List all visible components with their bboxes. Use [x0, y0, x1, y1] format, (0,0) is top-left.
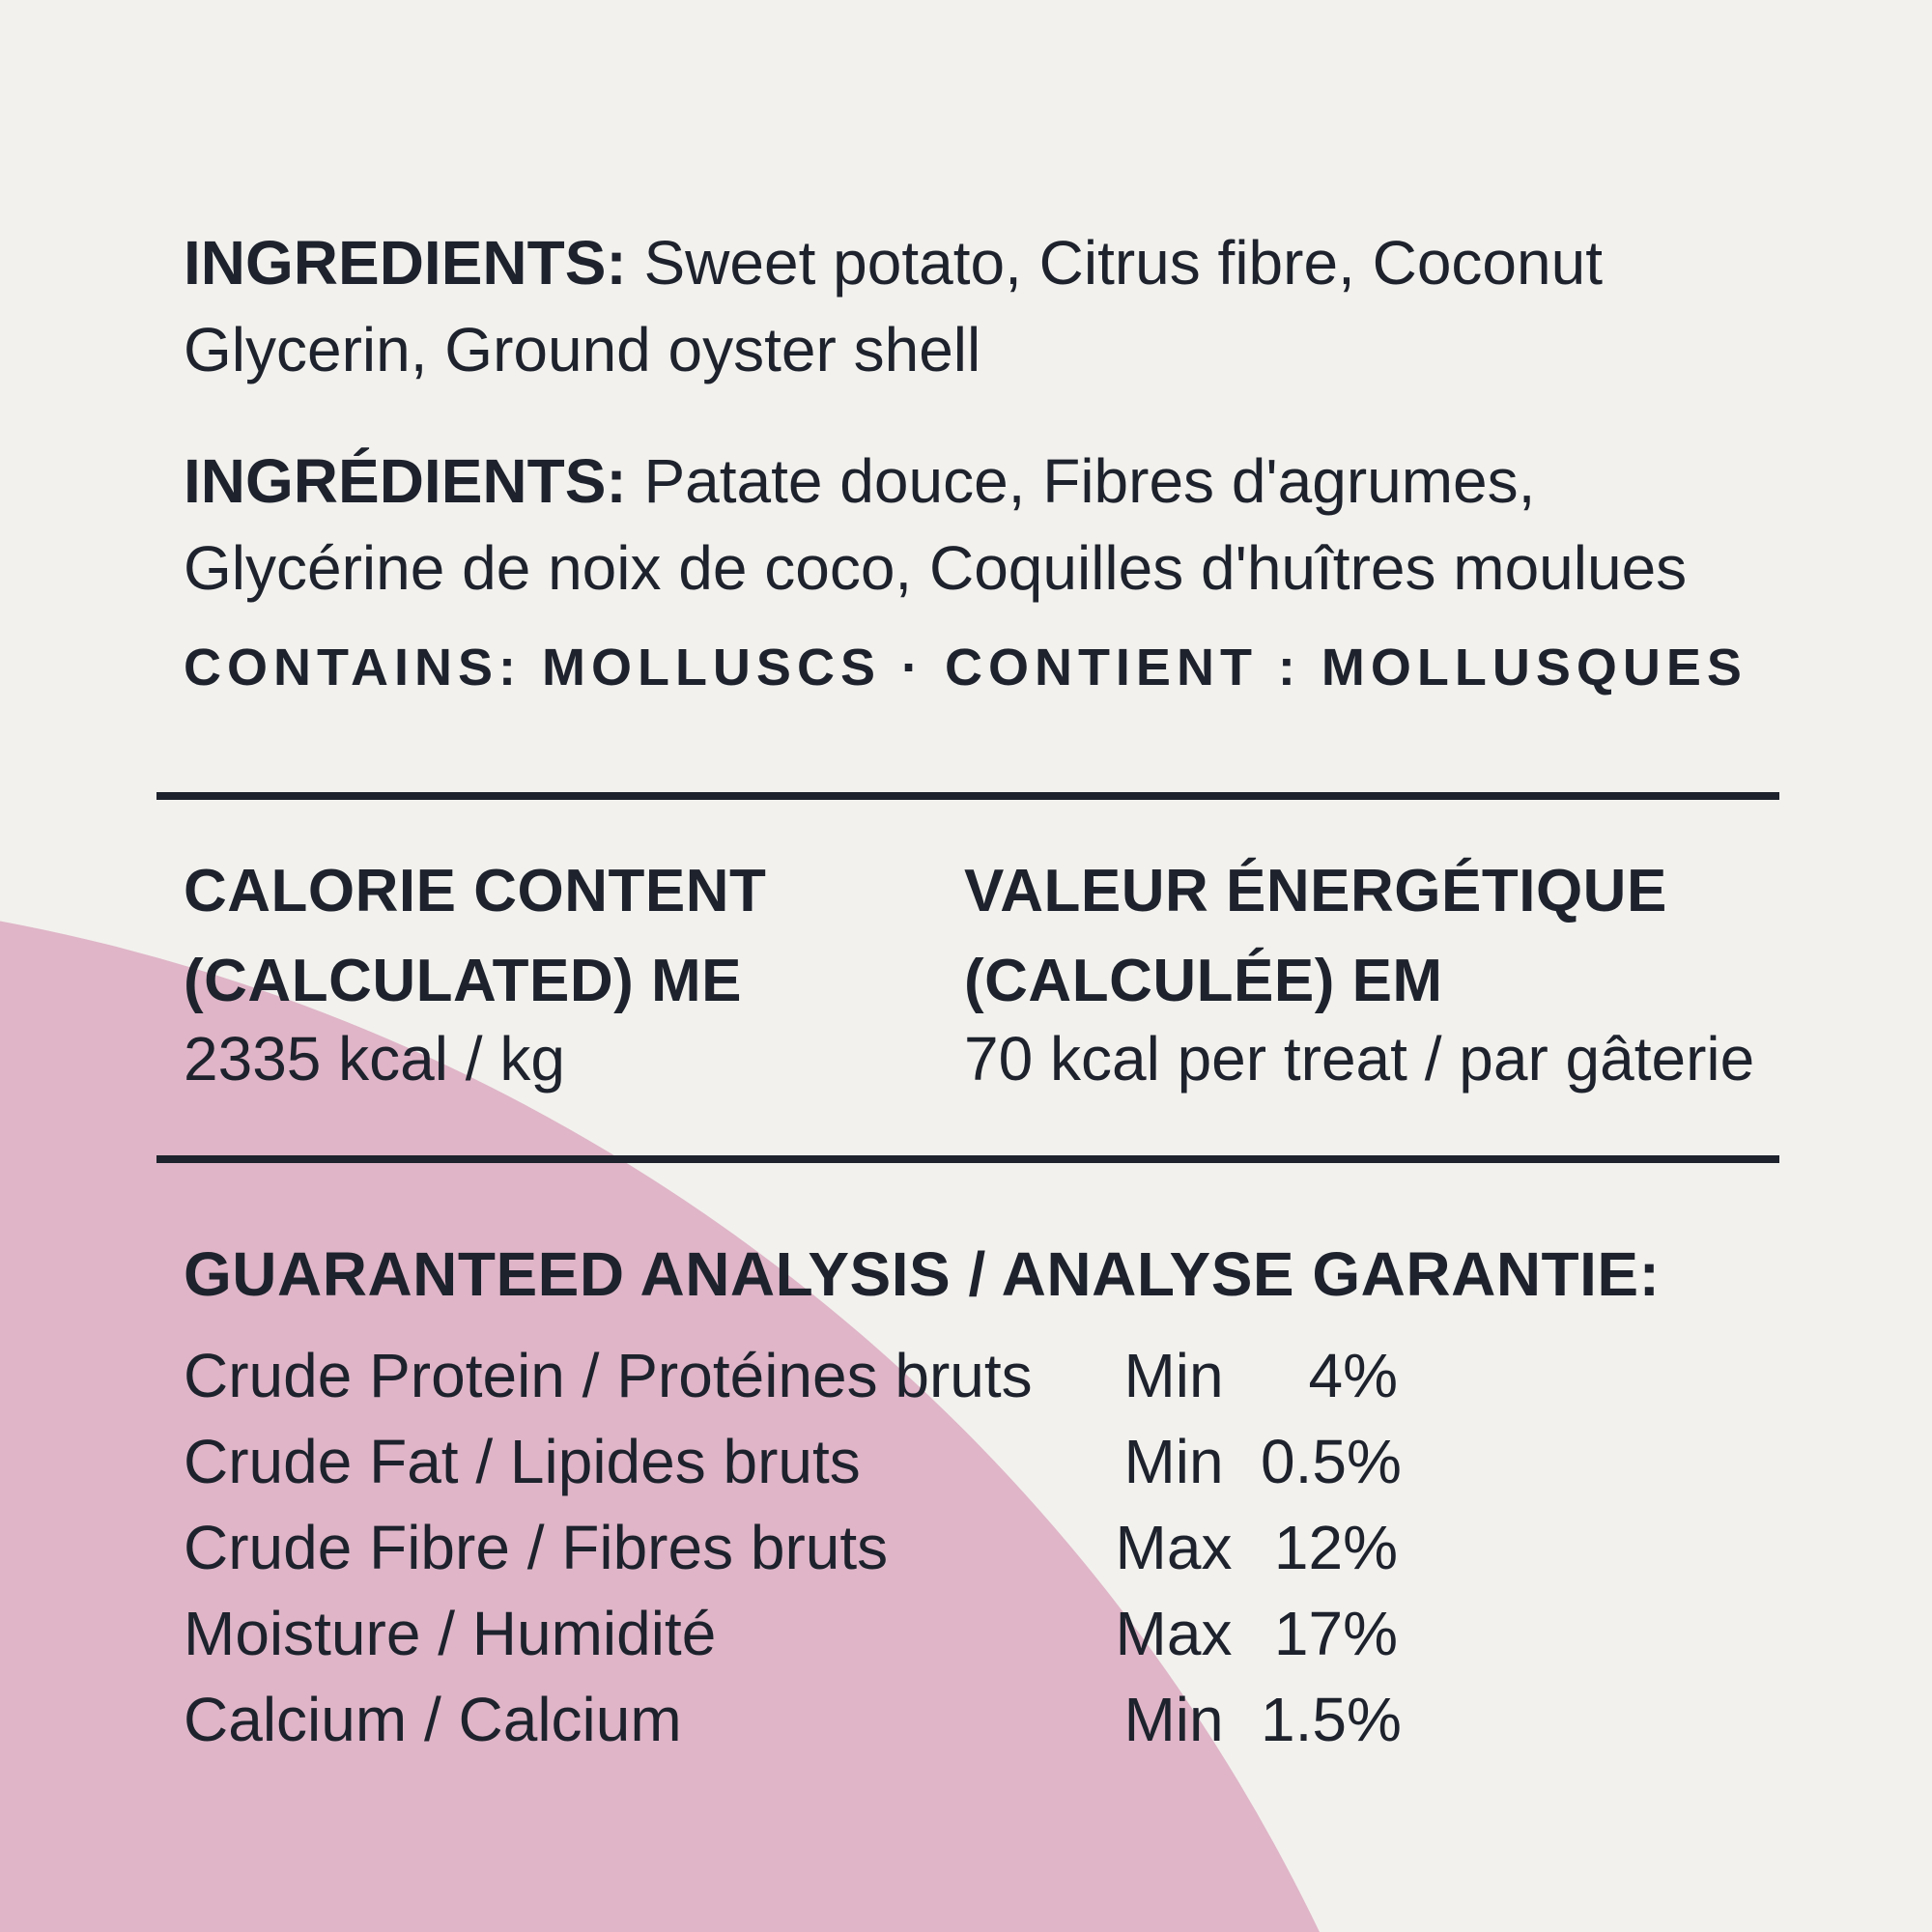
calorie-header-fr-line1: VALEUR ÉNERGÉTIQUE	[964, 858, 1667, 924]
ingredients-fr-line2: Glycérine de noix de coco, Coquilles d'h…	[184, 533, 1688, 603]
row-value: 1.5%	[1261, 1685, 1402, 1754]
ingredients-en-line2: Glycerin, Ground oyster shell	[184, 315, 981, 384]
table-row: Crude Fibre / Fibres bruts Max 12%	[184, 1505, 1398, 1591]
ingredients-en-line1-text: Sweet potato, Citrus fibre, Coconut	[626, 228, 1603, 298]
calorie-value-en: 2335 kcal / kg	[184, 1024, 565, 1094]
allergen-statement: CONTAINS: MOLLUSCS · CONTIENT : MOLLUSQU…	[184, 639, 1747, 696]
row-label: Moisture / Humidité	[184, 1599, 717, 1668]
row-qualifier: Min	[1123, 1427, 1224, 1496]
calorie-value-fr: 70 kcal per treat / par gâterie	[964, 1024, 1755, 1094]
table-row: Calcium / Calcium Min 1.5%	[184, 1677, 1402, 1763]
calorie-header-en-line2: (CALCULATED) ME	[184, 948, 743, 1014]
table-row: Crude Protein / Protéines bruts Min 4%	[184, 1333, 1398, 1419]
ingredients-fr-label: INGRÉDIENTS:	[184, 446, 627, 516]
divider-top	[156, 792, 1779, 800]
ingredients-fr-line1-text: Patate douce, Fibres d'agrumes,	[626, 446, 1536, 516]
calorie-header-en-line1: CALORIE CONTENT	[184, 858, 767, 924]
divider-bottom	[156, 1155, 1779, 1163]
calorie-header-en: CALORIE CONTENT (CALCULATED) ME	[184, 846, 766, 1026]
row-value: 4%	[1308, 1341, 1399, 1410]
row-qualifier: Max	[1115, 1513, 1233, 1582]
table-row: Crude Fat / Lipides bruts Min 0.5%	[184, 1419, 1402, 1505]
ingredients-en: INGREDIENTS: Sweet potato, Citrus fibre,…	[184, 219, 1603, 393]
table-row: Moisture / Humidité Max 17%	[184, 1591, 1398, 1677]
row-qualifier: Min	[1123, 1341, 1224, 1410]
ingredients-fr: INGRÉDIENTS: Patate douce, Fibres d'agru…	[184, 438, 1687, 611]
row-value: 0.5%	[1261, 1427, 1402, 1496]
row-value: 12%	[1273, 1513, 1398, 1582]
guaranteed-analysis-heading: GUARANTEED ANALYSIS / ANALYSE GARANTIE:	[184, 1239, 1661, 1309]
calorie-header-fr-line2: (CALCULÉE) EM	[964, 948, 1443, 1014]
ingredients-en-label: INGREDIENTS:	[184, 228, 627, 298]
ingredients-en-line1: INGREDIENTS: Sweet potato, Citrus fibre,…	[184, 219, 1603, 306]
row-label: Calcium / Calcium	[184, 1685, 682, 1754]
row-qualifier: Min	[1123, 1685, 1224, 1754]
row-label: Crude Fat / Lipides bruts	[184, 1427, 861, 1496]
calorie-header-fr: VALEUR ÉNERGÉTIQUE (CALCULÉE) EM	[964, 846, 1667, 1026]
row-qualifier: Max	[1115, 1599, 1233, 1668]
row-label: Crude Fibre / Fibres bruts	[184, 1513, 889, 1582]
guaranteed-analysis-table: Crude Protein / Protéines bruts Min 4% C…	[184, 1333, 1402, 1763]
row-value: 17%	[1273, 1599, 1398, 1668]
row-label: Crude Protein / Protéines bruts	[184, 1341, 1033, 1410]
ingredients-fr-line1: INGRÉDIENTS: Patate douce, Fibres d'agru…	[184, 438, 1687, 525]
